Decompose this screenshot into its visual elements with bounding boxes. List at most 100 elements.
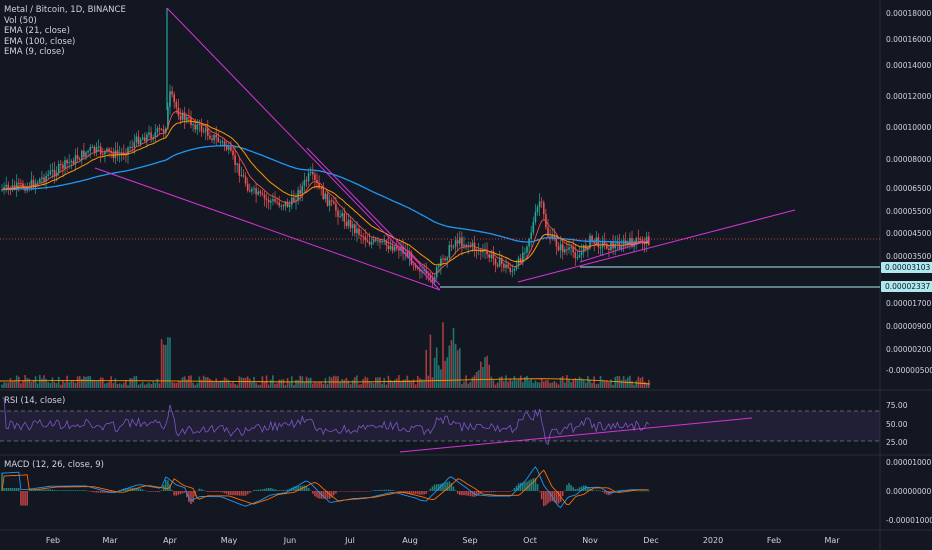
macd-histogram-bar	[498, 491, 501, 492]
time-axis-label: Sep	[462, 536, 478, 545]
candle-body	[576, 257, 579, 259]
volume-bar	[368, 381, 371, 388]
macd-histogram-bar	[127, 488, 129, 491]
macd-histogram-bar	[492, 491, 495, 493]
price-axis-label: 0.00003500	[886, 252, 932, 261]
volume-bar	[572, 379, 574, 388]
macd-histogram-bar	[62, 490, 64, 491]
volume-bar	[41, 378, 43, 388]
macd-histogram-bar	[204, 490, 207, 492]
macd-histogram-bar	[272, 488, 274, 491]
candle-body	[509, 267, 511, 272]
macd-pane-label: MACD (12, 26, close, 9)	[4, 460, 104, 470]
candle-body	[301, 185, 304, 194]
candle-body	[137, 136, 140, 145]
macd-histogram-bar	[125, 488, 127, 491]
macd-histogram-bar	[553, 491, 556, 503]
price-axis-label: 0.00018000	[886, 9, 932, 18]
macd-histogram-bar	[26, 491, 28, 506]
volume-bar	[30, 382, 33, 388]
macd-histogram-bar	[463, 491, 465, 496]
candle-body	[154, 132, 157, 138]
volume-bar	[488, 364, 490, 388]
volume-bar	[181, 377, 184, 388]
candle-body	[249, 190, 251, 192]
candle-body	[620, 246, 623, 249]
macd-histogram-bar	[524, 482, 526, 491]
macd-histogram-bar	[370, 490, 373, 492]
candle-body	[582, 245, 585, 253]
macd-histogram-bar	[477, 491, 480, 495]
candle-body	[494, 258, 497, 265]
candle-body	[60, 163, 62, 165]
macd-histogram-bar	[421, 491, 423, 495]
volume-bar	[196, 383, 199, 388]
macd-histogram-bar	[95, 491, 98, 493]
volume-bar	[494, 384, 497, 388]
volume-bar	[288, 382, 291, 388]
macd-histogram-bar	[68, 490, 70, 491]
candle-body	[377, 240, 379, 242]
volume-bar	[284, 384, 287, 388]
candle-body	[568, 247, 570, 250]
candle-body	[85, 152, 87, 157]
volume-bar	[270, 379, 272, 388]
candle-body	[47, 174, 49, 176]
macd-histogram-bar	[639, 490, 642, 492]
macd-histogram-bar	[587, 487, 589, 491]
candle-body	[102, 154, 104, 156]
macd-histogram-bar	[532, 478, 535, 491]
volume-bar	[555, 382, 558, 388]
candle-body	[257, 191, 259, 195]
macd-histogram-bar	[440, 483, 442, 491]
volume-ma-line	[0, 378, 651, 385]
volume-bar	[574, 378, 577, 388]
volume-bar	[379, 377, 381, 388]
candle-body	[587, 247, 589, 250]
volume-bar	[610, 379, 612, 388]
candle-body	[519, 258, 522, 263]
volume-bar	[116, 384, 119, 388]
macd-histogram-bar	[555, 491, 558, 504]
volume-bar	[99, 377, 102, 388]
volume-bar	[64, 382, 66, 388]
candle-body	[322, 188, 325, 200]
macd-histogram-bar	[643, 490, 646, 492]
candle-body	[39, 178, 41, 183]
volume-bar	[85, 376, 87, 388]
macd-histogram-bar	[471, 491, 474, 497]
volume-bar	[66, 375, 68, 388]
volume-bar	[305, 376, 308, 388]
candle-body	[354, 224, 356, 234]
macd-histogram-bar	[412, 491, 415, 494]
price-axis-label: 0.00008000	[886, 155, 932, 164]
trendline-upper	[166, 7, 441, 291]
macd-histogram-bar	[223, 491, 226, 494]
candle-body	[219, 141, 222, 143]
candle-body	[564, 249, 566, 253]
candle-body	[488, 254, 490, 258]
macd-histogram-bar	[160, 490, 163, 491]
volume-bar	[641, 376, 644, 388]
candle-body	[351, 224, 354, 228]
candle-body	[238, 163, 241, 176]
volume-bar	[106, 382, 108, 388]
volume-bar	[83, 376, 85, 388]
candle-body	[398, 248, 400, 251]
macd-histogram-bar	[278, 490, 280, 491]
candle-body	[139, 139, 142, 145]
macd-histogram-bar	[379, 489, 381, 491]
candle-body	[135, 136, 138, 143]
volume-bar	[150, 384, 152, 388]
candle-body	[127, 147, 129, 155]
candle-body	[391, 246, 394, 251]
candle-body	[402, 247, 404, 254]
volume-bar	[446, 357, 448, 388]
macd-histogram-bar	[454, 490, 457, 491]
macd-histogram-bar	[540, 491, 543, 500]
volume-bar	[318, 382, 320, 388]
candle-body	[490, 254, 493, 258]
macd-histogram-bar	[177, 491, 180, 495]
volume-bar	[242, 377, 245, 388]
